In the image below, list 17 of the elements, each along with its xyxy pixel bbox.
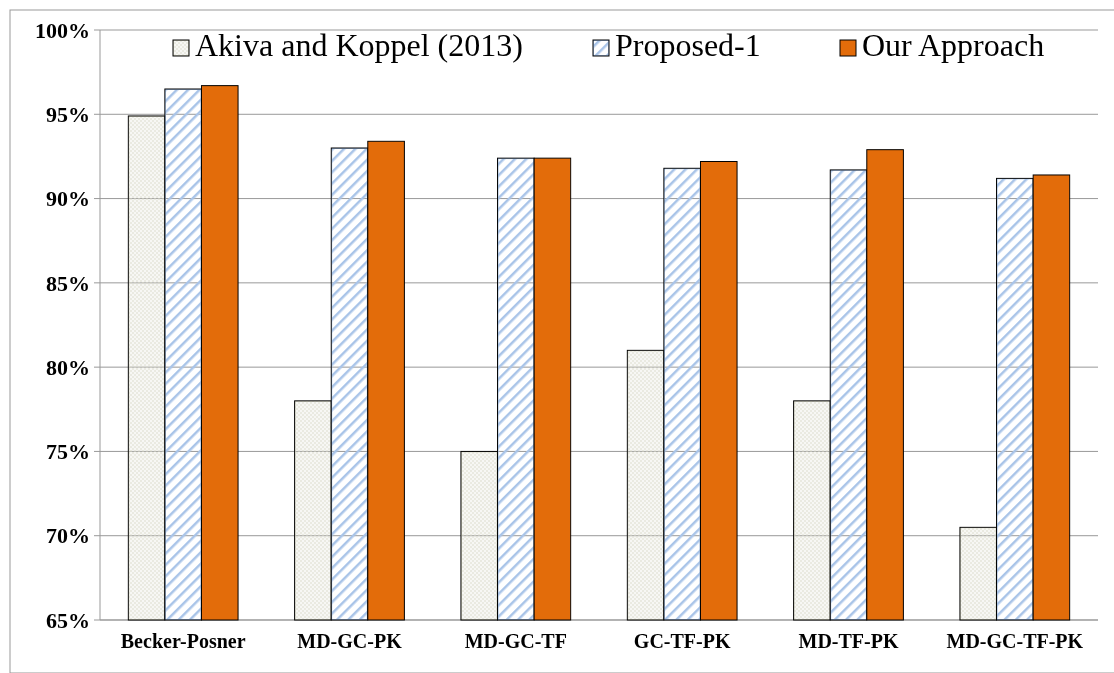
x-tick-label: Becker-Posner: [120, 630, 246, 652]
legend-label: Akiva and Koppel (2013): [195, 27, 523, 63]
x-tick-label: MD-GC-TF: [464, 630, 567, 652]
legend-label: Proposed-1: [615, 27, 761, 63]
x-tick-label: MD-GC-PK: [297, 630, 403, 652]
y-tick-label: 95%: [46, 101, 90, 127]
x-tick-label: MD-TF-PK: [798, 630, 899, 652]
x-tick-label: MD-GC-TF-PK: [946, 630, 1084, 652]
x-tick-label: GC-TF-PK: [633, 630, 731, 652]
y-tick-label: 70%: [46, 523, 90, 549]
y-tick-label: 100%: [35, 17, 90, 43]
y-tick-label: 85%: [46, 270, 90, 296]
legend-label: Our Approach: [862, 27, 1045, 63]
y-tick-label: 65%: [46, 607, 90, 633]
y-tick-label: 90%: [46, 186, 90, 212]
y-tick-label: 75%: [46, 439, 90, 465]
y-tick-label: 80%: [46, 354, 90, 380]
